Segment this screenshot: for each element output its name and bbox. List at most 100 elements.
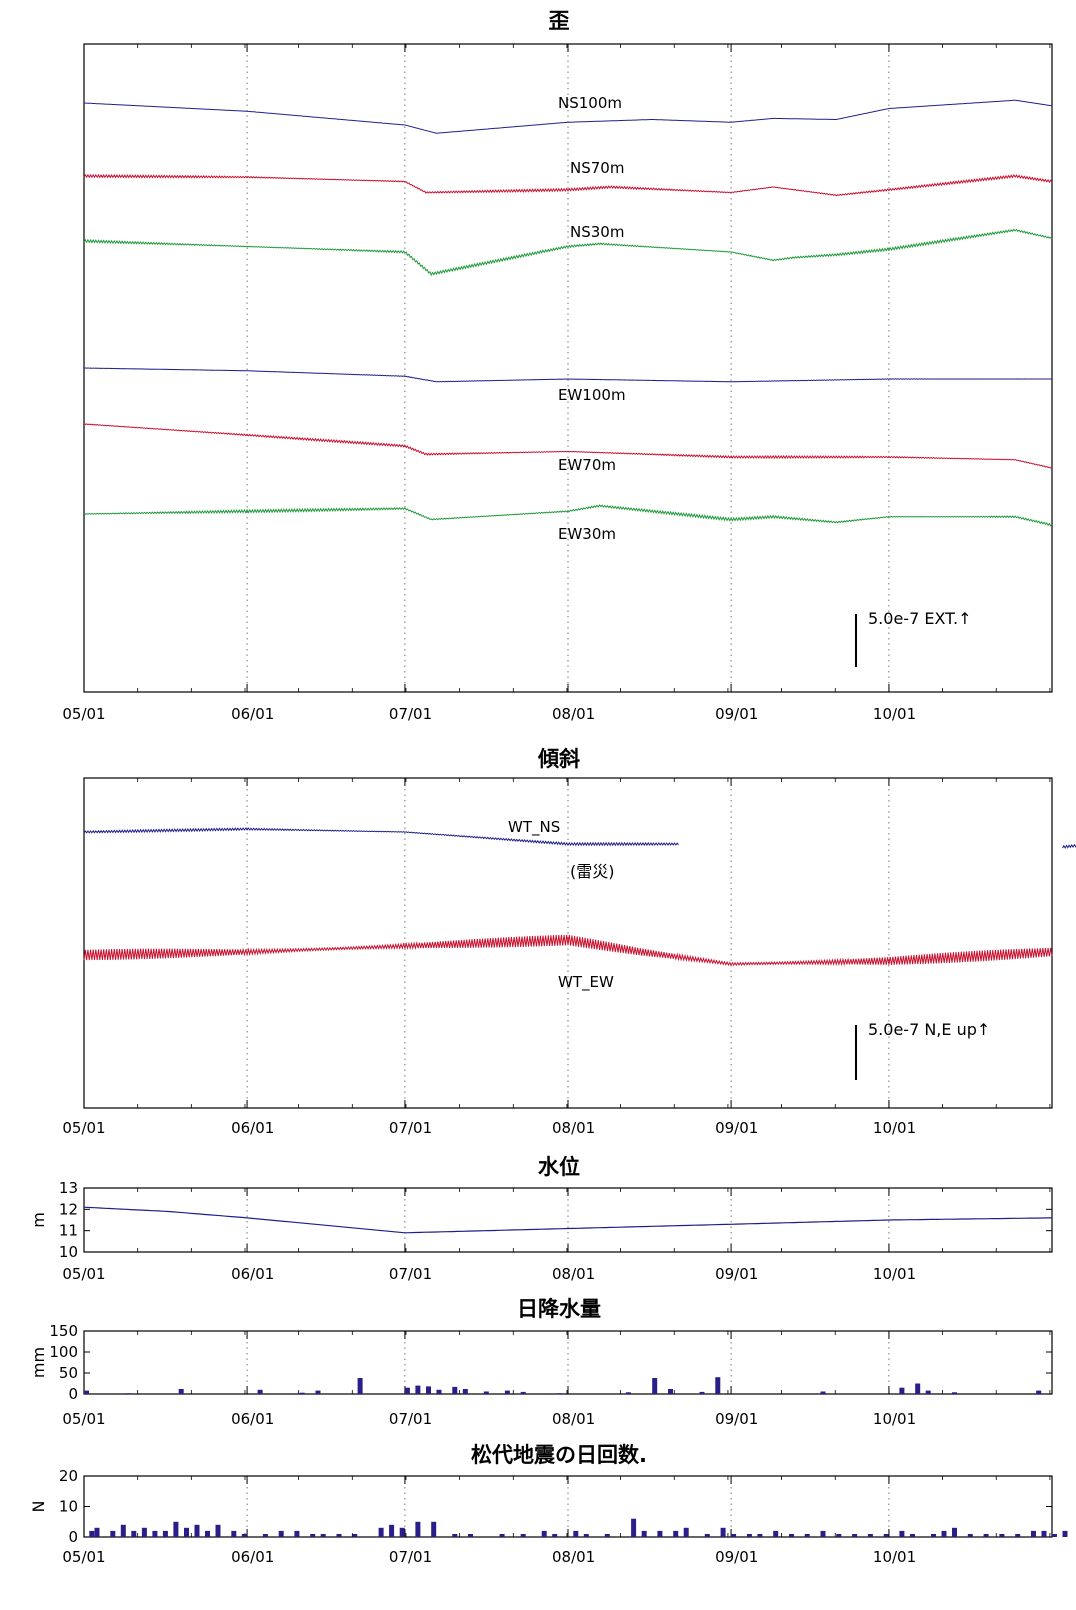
rain-x-tick-label: 08/01 [552, 1410, 595, 1428]
tilt-series-label: WT_NS [508, 818, 560, 837]
quakes-bar [584, 1534, 589, 1537]
quakes-bar [163, 1531, 168, 1537]
tilt-scale-label: 5.0e-7 N,E up↑ [868, 1020, 990, 1039]
quakes-title: 松代地震の日回数. [471, 1443, 647, 1467]
tilt-series-line [84, 828, 679, 845]
tilt-title: 傾斜 [537, 747, 580, 771]
quakes-bar [216, 1525, 221, 1537]
quakes-bar [899, 1531, 904, 1537]
strain-series-label: NS70m [570, 159, 624, 177]
rain-bar [952, 1392, 957, 1394]
quakes-bar [673, 1531, 678, 1537]
rain-bar [405, 1388, 410, 1394]
rain-x-tick-label: 05/01 [62, 1410, 105, 1428]
rain-bar [915, 1384, 920, 1395]
quakes-bar [294, 1531, 299, 1537]
quakes-bar [731, 1534, 736, 1537]
quakes-bar [184, 1528, 189, 1537]
water-x-tick-label: 06/01 [231, 1265, 274, 1283]
quakes-bar [521, 1534, 526, 1537]
quakes-bar [552, 1534, 557, 1537]
water-x-tick-label: 09/01 [715, 1265, 758, 1283]
strain-series-line [84, 229, 1052, 275]
rain-bar [415, 1386, 420, 1394]
quakes-bar [310, 1534, 315, 1537]
rain-bar [652, 1378, 657, 1394]
strain-x-tick-label: 05/01 [62, 705, 105, 723]
quakes-bar [868, 1534, 873, 1537]
quakes-bar [173, 1522, 178, 1537]
quakes-bar [631, 1519, 636, 1537]
quakes-bar [542, 1531, 547, 1537]
rain-x-tick-label: 09/01 [715, 1410, 758, 1428]
rain-title: 日降水量 [517, 1297, 601, 1321]
rain-y-tick-label: 100 [49, 1343, 78, 1361]
rain-bar [521, 1392, 526, 1394]
quakes-bar [1031, 1531, 1036, 1537]
quakes-bar [910, 1534, 915, 1537]
quakes-bar [337, 1534, 342, 1537]
quakes-bar [773, 1531, 778, 1537]
quakes-bar [884, 1534, 889, 1537]
quakes-bar [110, 1531, 115, 1537]
quakes-bar [657, 1531, 662, 1537]
quakes-y-tick-label: 0 [68, 1528, 78, 1546]
rain-x-tick-label: 06/01 [231, 1410, 274, 1428]
rain-bar [258, 1390, 263, 1394]
tilt-x-tick-label: 05/01 [62, 1119, 105, 1137]
rain-bar [484, 1392, 489, 1395]
tilt-x-tick-label: 09/01 [715, 1119, 758, 1137]
water-title: 水位 [538, 1155, 580, 1179]
quakes-bar [431, 1522, 436, 1537]
rain-y-axis-label: mm [29, 1347, 48, 1378]
quakes-bar [500, 1534, 505, 1537]
quakes-bar [95, 1528, 100, 1537]
quakes-bar [684, 1528, 689, 1537]
water-x-tick-label: 07/01 [389, 1265, 432, 1283]
strain-series-label: EW100m [558, 386, 626, 404]
quakes-bar [452, 1534, 457, 1537]
rain-bar [179, 1389, 184, 1394]
quakes-bar [984, 1534, 989, 1537]
rain-x-tick-label: 07/01 [389, 1410, 432, 1428]
water-y-tick-label: 13 [59, 1179, 78, 1197]
rain-y-tick-label: 50 [59, 1364, 78, 1382]
quakes-x-tick-label: 09/01 [715, 1548, 758, 1566]
quakes-bar [263, 1534, 268, 1537]
quakes-bar [131, 1531, 136, 1537]
rain-y-tick-label: 0 [68, 1385, 78, 1403]
strain-x-tick-label: 09/01 [715, 705, 758, 723]
rain-bar [426, 1386, 431, 1394]
quakes-bar [821, 1531, 826, 1537]
quakes-bar [931, 1534, 936, 1537]
quakes-bar [142, 1528, 147, 1537]
rain-bar [899, 1388, 904, 1394]
quakes-bar [152, 1531, 157, 1537]
rain-x-tick-label: 10/01 [873, 1410, 916, 1428]
rain-bar [463, 1389, 468, 1394]
strain-scale-label: 5.0e-7 EXT.↑ [868, 609, 971, 628]
rain-bar [626, 1392, 631, 1394]
quakes-bar [721, 1528, 726, 1537]
strain-x-tick-label: 06/01 [231, 705, 274, 723]
quakes-bar [1042, 1531, 1047, 1537]
quakes-bar [415, 1522, 420, 1537]
tilt-x-tick-label: 06/01 [231, 1119, 274, 1137]
quakes-bar [805, 1534, 810, 1537]
quakes-x-tick-label: 06/01 [231, 1548, 274, 1566]
quakes-plot-frame [84, 1476, 1052, 1537]
rain-bar [700, 1392, 705, 1394]
quakes-bar [705, 1534, 710, 1537]
rain-bar [926, 1391, 931, 1394]
water-y-tick-label: 10 [59, 1243, 78, 1261]
rain-bar [505, 1391, 510, 1394]
rain-plot-frame [84, 1331, 1052, 1394]
rain-bar [821, 1392, 826, 1395]
tilt-series-line [1063, 838, 1076, 869]
quakes-y-axis-label: N [29, 1501, 48, 1513]
quakes-bar [1015, 1534, 1020, 1537]
strain-series-label: EW70m [558, 456, 616, 474]
strain-series-label: NS30m [570, 223, 624, 241]
